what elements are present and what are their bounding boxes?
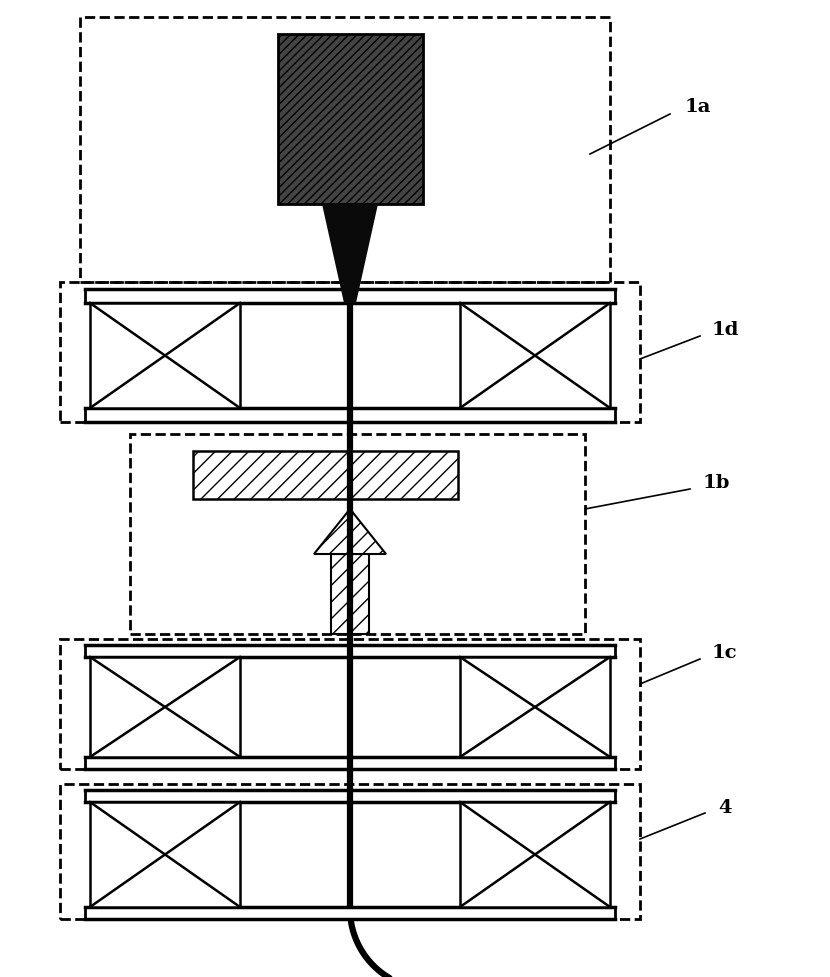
Text: 1b: 1b (703, 474, 730, 491)
Bar (85, 907, 615, 919)
Polygon shape (322, 205, 378, 304)
Bar (90, 802, 240, 907)
Bar (331, 554, 369, 634)
Bar (60, 282, 640, 423)
Bar (460, 802, 610, 907)
Bar (278, 35, 423, 205)
Text: 1c: 1c (712, 643, 738, 661)
Text: 4: 4 (718, 798, 731, 816)
Bar (460, 658, 610, 757)
Text: 1a: 1a (685, 98, 711, 116)
Bar (90, 304, 240, 408)
Bar (85, 646, 615, 658)
Bar (85, 290, 615, 304)
Polygon shape (314, 509, 386, 554)
Bar (60, 785, 640, 919)
Bar (460, 304, 610, 408)
Bar (90, 658, 240, 757)
Bar (60, 639, 640, 769)
Bar (80, 18, 610, 282)
Bar (85, 790, 615, 802)
Bar (193, 451, 458, 499)
Bar (85, 757, 615, 769)
Bar (130, 435, 585, 634)
Bar (85, 408, 615, 423)
Text: 1d: 1d (712, 320, 740, 339)
